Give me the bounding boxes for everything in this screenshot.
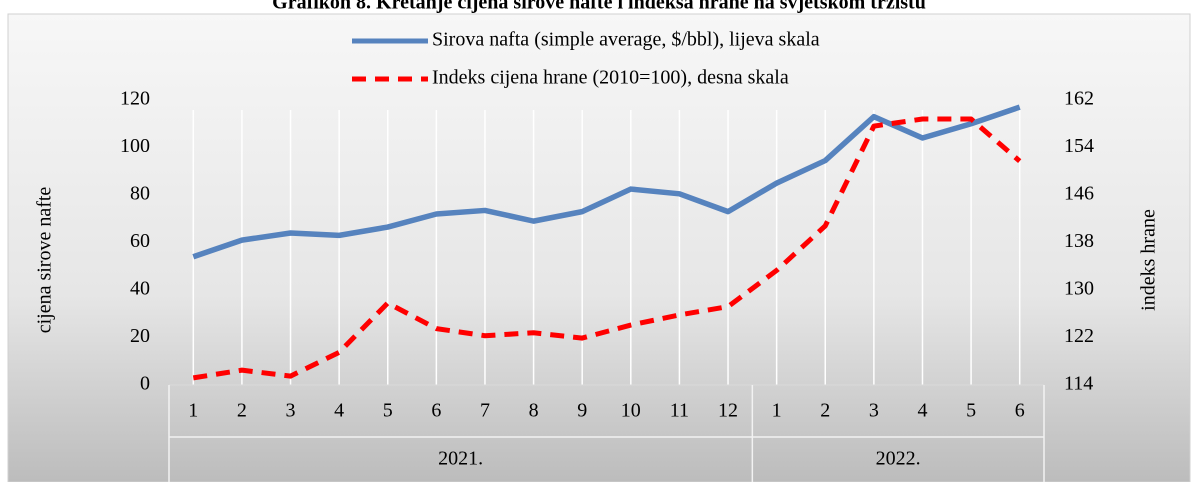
y2-tick-label: 162 bbox=[1064, 88, 1094, 110]
x-tick-label: 3 bbox=[286, 400, 296, 422]
y2-tick-label: 122 bbox=[1064, 325, 1094, 347]
x-tick-label: 4 bbox=[334, 400, 344, 422]
y-tick-label: 0 bbox=[140, 373, 150, 395]
x-tick-label: 6 bbox=[1015, 400, 1025, 422]
x-tick-label: 12 bbox=[718, 400, 738, 422]
x-tick-label: 9 bbox=[577, 400, 587, 422]
x-tick-label: 2 bbox=[820, 400, 830, 422]
y2-tick-label: 138 bbox=[1064, 230, 1094, 252]
x-tick-label: 6 bbox=[431, 400, 441, 422]
x-tick-label: 5 bbox=[966, 400, 976, 422]
y-tick-label: 20 bbox=[130, 325, 150, 347]
x-tick-label: 1 bbox=[772, 400, 782, 422]
x-tick-label: 2 bbox=[237, 400, 247, 422]
x-tick-label: 10 bbox=[621, 400, 641, 422]
x-tick-label: 5 bbox=[383, 400, 393, 422]
y-tick-label: 80 bbox=[130, 183, 150, 205]
chart-title: Grafikon 8. Kretanje cijena sirove nafte… bbox=[272, 0, 926, 14]
x-tick-label: 11 bbox=[670, 400, 689, 422]
y2-tick-label: 154 bbox=[1064, 135, 1094, 157]
x-tick-label: 3 bbox=[869, 400, 879, 422]
y-tick-label: 40 bbox=[130, 278, 150, 300]
y-tick-label: 100 bbox=[120, 135, 150, 157]
legend-label: Sirova nafta (simple average, $/bbl), li… bbox=[432, 29, 820, 51]
x-group-label: 2021. bbox=[438, 448, 483, 470]
y-tick-label: 120 bbox=[120, 88, 150, 110]
y-axis-label: cijena sirove nafte bbox=[34, 187, 56, 334]
chart-background bbox=[7, 13, 1191, 482]
x-tick-label: 4 bbox=[917, 400, 927, 422]
y-tick-label: 60 bbox=[130, 230, 150, 252]
y2-tick-label: 114 bbox=[1064, 373, 1093, 395]
y2-tick-label: 146 bbox=[1064, 183, 1094, 205]
x-tick-label: 1 bbox=[188, 400, 198, 422]
x-tick-label: 8 bbox=[529, 400, 539, 422]
x-group-label: 2022. bbox=[876, 448, 921, 470]
line-series bbox=[192, 116, 1022, 381]
y2-axis-label: indeks hrane bbox=[1138, 209, 1160, 311]
y2-tick-label: 130 bbox=[1064, 278, 1094, 300]
legend-label: Indeks cijena hrane (2010=100), desna sk… bbox=[432, 67, 789, 89]
line-series bbox=[192, 104, 1021, 260]
x-tick-label: 7 bbox=[480, 400, 490, 422]
